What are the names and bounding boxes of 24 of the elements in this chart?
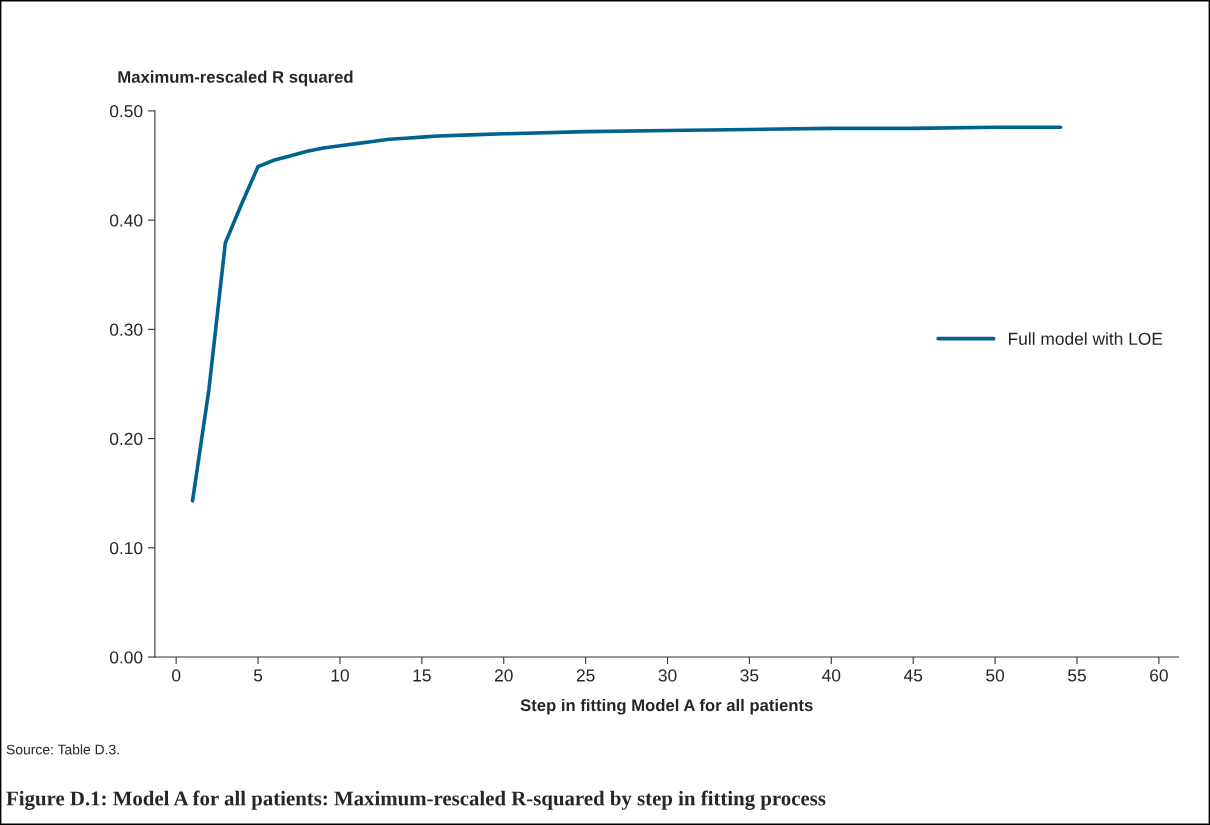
x-tick-label: 0 bbox=[172, 669, 181, 682]
x-tick-label: 20 bbox=[494, 669, 513, 682]
x-tick-label: 40 bbox=[822, 669, 841, 682]
y-tick-label: 0.20 bbox=[109, 432, 143, 446]
y-tick-label: 0.00 bbox=[109, 651, 143, 664]
x-tick-label: 50 bbox=[986, 669, 1005, 682]
x-tick-label: 5 bbox=[253, 669, 263, 682]
x-tick-label: 30 bbox=[658, 669, 677, 682]
x-axis-title: Step in fitting Model A for all patients bbox=[520, 698, 813, 715]
x-tick-label: 60 bbox=[1150, 669, 1168, 682]
x-tick-label: 35 bbox=[740, 669, 759, 682]
x-tick-label: 45 bbox=[903, 669, 923, 682]
text: Figure D.1: Model A for all patients: Maximum-rescaled R-squared by step in fitting process bbox=[6, 790, 826, 810]
y-tick-label: 0.40 bbox=[109, 214, 143, 227]
x-tick-label: 10 bbox=[331, 669, 349, 682]
legend-label: Full model with LOE bbox=[1009, 332, 1163, 345]
y-tick-label: 0.50 bbox=[109, 105, 143, 118]
x-tick-label: 15 bbox=[413, 669, 431, 682]
source-note: Source: Table D.3. bbox=[6, 744, 119, 755]
x-tick-label: 25 bbox=[576, 669, 595, 682]
y-tick-label: 0.10 bbox=[109, 541, 143, 555]
y-tick-label: 0.30 bbox=[109, 323, 143, 336]
x-tick-label: 55 bbox=[1068, 669, 1086, 682]
y-axis-title: Maximum-rescaled R squared bbox=[118, 70, 353, 87]
